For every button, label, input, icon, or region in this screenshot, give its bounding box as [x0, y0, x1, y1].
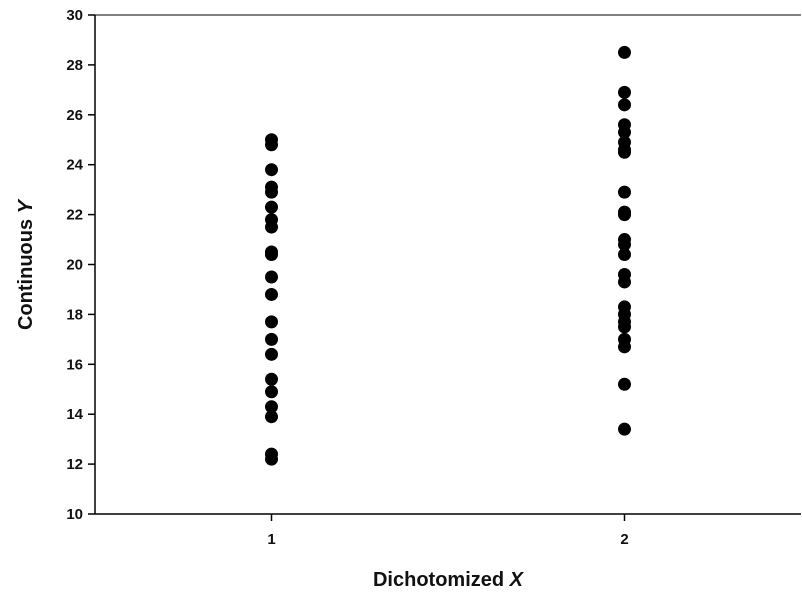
data-point [618, 340, 631, 354]
y-tick-label: 14 [66, 406, 83, 423]
data-point [265, 287, 278, 301]
data-point [618, 377, 631, 391]
data-point [265, 270, 278, 284]
data-point [265, 248, 278, 262]
data-point [618, 320, 631, 334]
data-point [618, 238, 631, 252]
y-axis: 10 12 14 16 18 20 22 24 26 28 30 [66, 7, 96, 523]
y-tick-label: 12 [66, 456, 83, 473]
y-tick-label: 10 [66, 506, 83, 523]
data-point [265, 163, 278, 177]
data-point [618, 208, 631, 222]
y-tick-label: 28 [66, 57, 83, 74]
data-point [618, 422, 631, 436]
y-tick-label: 16 [66, 356, 83, 373]
data-point [265, 185, 278, 199]
x-axis-title: Dichotomized X [373, 569, 525, 591]
data-point [265, 200, 278, 214]
data-point [265, 347, 278, 361]
data-point [618, 248, 631, 262]
data-point [618, 125, 631, 139]
y-tick-label: 24 [66, 157, 83, 174]
data-point [265, 452, 278, 466]
y-axis-title: Continuous Y [15, 198, 37, 330]
data-point [265, 220, 278, 234]
y-tick-label: 20 [66, 257, 83, 274]
data-point [265, 410, 278, 424]
y-tick-label: 30 [66, 7, 83, 24]
data-point [265, 372, 278, 386]
data-point [265, 138, 278, 152]
x-tick-label: 2 [620, 531, 628, 548]
y-tick-label: 18 [66, 306, 83, 323]
data-point [618, 145, 631, 159]
data-point [618, 275, 631, 289]
data-point [265, 332, 278, 346]
x-tick-label: 1 [267, 531, 275, 548]
data-point [618, 185, 631, 199]
data-point [265, 400, 278, 414]
data-point [265, 385, 278, 399]
data-point [618, 98, 631, 112]
y-tick-label: 22 [66, 207, 83, 224]
data-point [265, 315, 278, 329]
data-point [618, 85, 631, 99]
data-point [618, 45, 631, 59]
data-points [265, 45, 631, 466]
y-tick-label: 26 [66, 107, 83, 124]
